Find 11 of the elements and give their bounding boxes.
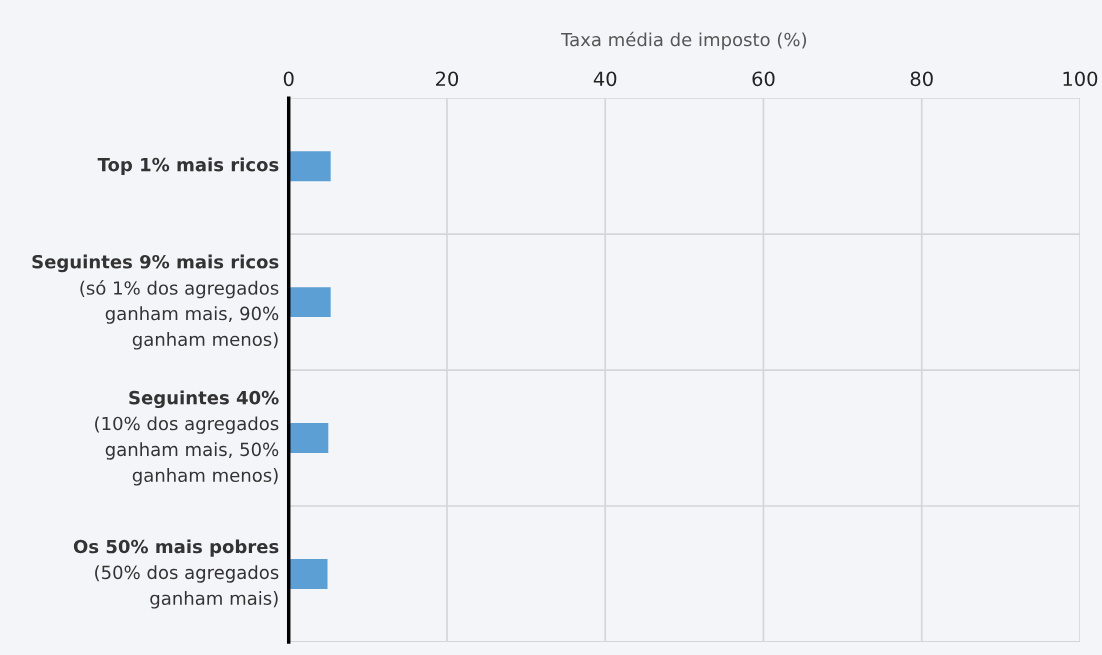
x-tick-label: 100: [1063, 71, 1098, 87]
y-tick-label: Os 50% mais pobres (50% dos agregados ganham mais): [73, 539, 279, 609]
x-axis-title: Taxa média de imposto (%): [561, 31, 807, 50]
x-tick-label: 60: [752, 71, 775, 87]
x-tick-label: 0: [283, 71, 294, 87]
x-tick-label: 80: [910, 71, 933, 87]
y-tick-label: Top 1% mais ricos: [97, 157, 279, 175]
y-tick-label: Seguintes 9% mais ricos (só 1% dos agregados ganham mais, 90% ganham menos): [32, 254, 279, 350]
y-tick-label: Seguintes 40% (10% dos agregados ganham mais, 50% ganham menos): [95, 390, 279, 486]
x-tick-label: 20: [436, 71, 459, 87]
x-tick-label: 40: [593, 71, 617, 87]
